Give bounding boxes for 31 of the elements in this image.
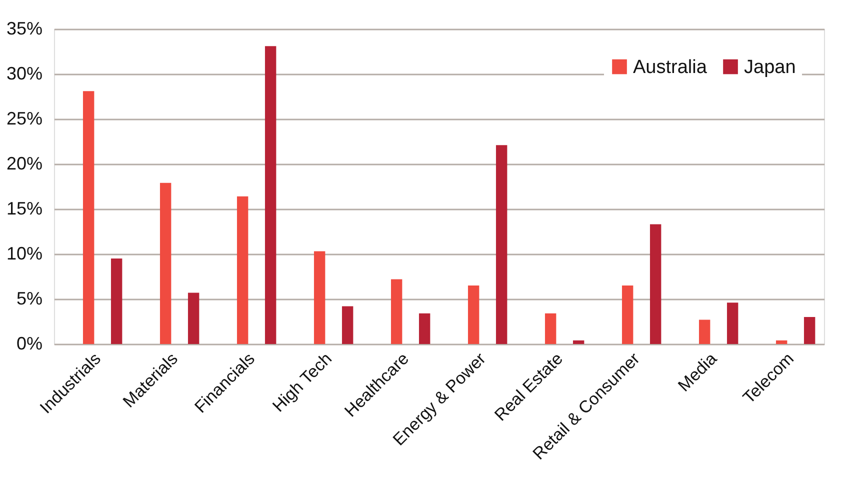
- y-tick-label: 25%: [6, 108, 42, 128]
- bar: [804, 317, 816, 344]
- bar: [390, 279, 402, 344]
- bar: [110, 258, 122, 344]
- legend-label: Japan: [744, 56, 796, 78]
- bar: [188, 292, 200, 344]
- y-tick-label: 20%: [6, 154, 42, 174]
- bar: [264, 46, 276, 344]
- bar: [314, 251, 326, 344]
- bar: [236, 196, 248, 344]
- bar: [496, 145, 508, 344]
- bar: [468, 286, 480, 344]
- y-tick-label: 5%: [16, 288, 42, 308]
- bar: [544, 313, 556, 344]
- bar: [82, 91, 94, 344]
- bar: [650, 224, 662, 344]
- y-tick-label: 30%: [6, 64, 42, 84]
- bar: [160, 182, 172, 344]
- y-tick-label: 35%: [6, 18, 42, 38]
- bar: [418, 313, 430, 344]
- legend-label: Australia: [633, 56, 708, 78]
- bar: [776, 340, 788, 344]
- bar: [698, 320, 710, 344]
- y-tick-label: 10%: [6, 244, 42, 264]
- bar: [572, 340, 584, 344]
- y-tick-label: 0%: [16, 334, 42, 354]
- bar: [342, 306, 354, 344]
- y-tick-label: 15%: [6, 198, 42, 218]
- bar: [726, 302, 738, 344]
- bar: [622, 286, 634, 344]
- x-tick-label: High Tech: [268, 349, 336, 416]
